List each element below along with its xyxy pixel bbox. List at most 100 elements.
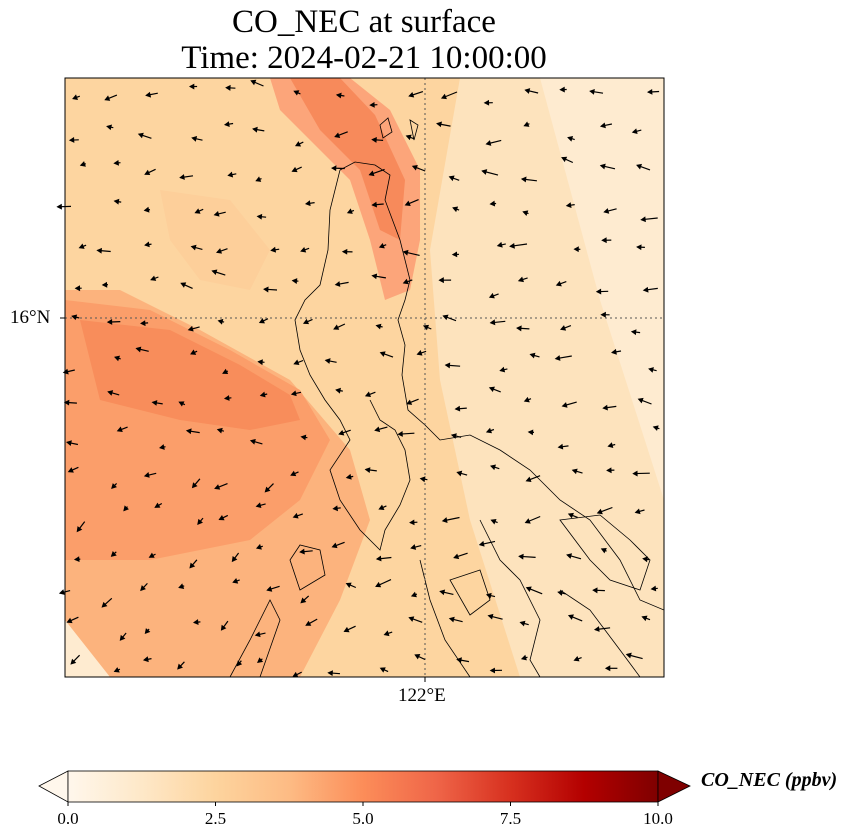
wind-arrowhead — [636, 244, 642, 251]
wind-arrowhead — [346, 208, 353, 214]
wind-arrowhead — [516, 325, 522, 332]
wind-arrowhead — [571, 468, 578, 475]
wind-arrowhead — [414, 654, 421, 660]
wind-arrowhead — [76, 526, 83, 533]
wind-arrowhead — [74, 285, 81, 292]
wind-arrowhead — [456, 657, 462, 664]
wind-arrowhead — [416, 350, 423, 356]
wind-arrowhead — [292, 671, 299, 678]
wind-arrowhead — [375, 555, 382, 562]
wind-arrowhead — [641, 615, 648, 622]
wind-arrowhead — [158, 444, 165, 450]
wind-arrowhead — [223, 395, 230, 401]
wind-arrowhead — [145, 91, 152, 98]
wind-arrowhead — [555, 280, 562, 287]
wind-arrowhead — [334, 281, 341, 287]
wind-arrowhead — [375, 581, 382, 588]
wind-arrowhead — [438, 277, 444, 284]
wind-arrowhead — [454, 405, 461, 412]
wind-arrowhead — [113, 198, 120, 205]
wind-arrowhead — [485, 140, 492, 146]
wind-arrowhead — [368, 170, 375, 177]
wind-arrowhead — [496, 241, 503, 248]
wind-arrowhead — [567, 136, 574, 142]
wind-arrowhead — [456, 470, 463, 477]
colorbar-tick-label: 7.5 — [499, 809, 522, 828]
wind-arrowhead — [185, 428, 192, 435]
wind-arrowhead — [197, 518, 203, 525]
wind-arrowhead — [256, 213, 263, 220]
wind-arrowhead — [119, 634, 126, 641]
wind-arrowhead — [601, 237, 607, 244]
colorbar-extend-max — [657, 770, 691, 803]
wind-arrowhead — [440, 93, 447, 100]
wind-arrowhead — [453, 553, 460, 560]
wind-arrowhead — [290, 390, 297, 397]
title-line-1: CO_NEC at surface — [232, 4, 496, 40]
wind-arrowhead — [600, 311, 606, 318]
wind-arrowhead — [565, 202, 572, 209]
wind-arrowhead — [232, 578, 239, 584]
wind-arrowhead — [191, 482, 198, 489]
wind-arrowhead — [148, 552, 155, 558]
wind-arrowhead — [371, 137, 377, 143]
wind-arrowhead — [379, 667, 386, 673]
wind-arrowhead — [640, 216, 646, 223]
wind-arrowhead — [143, 472, 150, 478]
wind-arrowhead — [140, 320, 146, 327]
wind-arrowhead — [258, 318, 265, 324]
wind-arrowhead — [631, 128, 638, 135]
wind-arrowhead — [383, 630, 390, 637]
wind-arrowhead — [113, 667, 120, 673]
wind-arrowhead — [636, 163, 643, 170]
wind-arrowhead — [345, 582, 352, 588]
wind-arrowhead — [600, 548, 607, 554]
wind-arrowhead — [330, 165, 337, 172]
wind-arrowhead — [250, 79, 257, 86]
wind-arrowhead — [566, 553, 573, 559]
wind-arrowhead — [559, 86, 565, 93]
wind-arrowhead — [489, 200, 496, 207]
wind-arrowhead — [291, 166, 298, 173]
wind-arrowhead — [524, 88, 531, 94]
wind-arrowhead — [187, 325, 194, 332]
wind-arrowhead — [509, 242, 515, 249]
wind-arrowhead — [144, 241, 150, 248]
wind-arrowhead — [517, 276, 524, 283]
wind-arrowhead — [602, 404, 608, 411]
wind-arrowhead — [107, 390, 114, 396]
map-panel — [56, 77, 665, 682]
wind-arrowhead — [300, 246, 307, 253]
wind-arrowhead — [65, 440, 72, 447]
wind-arrowhead — [143, 206, 150, 213]
wind-arrowhead — [410, 591, 417, 598]
wind-arrowhead — [397, 431, 403, 437]
wind-arrowhead — [518, 553, 524, 560]
wind-arrowhead — [191, 135, 198, 142]
wind-arrowhead — [236, 660, 243, 667]
wind-arrowhead — [293, 90, 300, 96]
wind-arrowhead — [151, 400, 158, 406]
colorbar-tick-label: 2.5 — [204, 809, 227, 828]
wind-arrowhead — [252, 126, 258, 133]
wind-arrowhead — [606, 467, 612, 474]
wind-arrowhead — [135, 346, 142, 353]
wind-arrowhead — [637, 397, 644, 404]
wind-arrowhead — [334, 132, 341, 138]
colorbar-label: CO_NEC (ppbv) — [701, 769, 838, 791]
wind-arrowhead — [632, 470, 638, 477]
latitude-tick-label: 16°N — [10, 307, 51, 328]
wind-arrowhead — [603, 208, 610, 214]
wind-arrowhead — [371, 201, 378, 208]
wind-arrowhead — [422, 324, 430, 331]
wind-arrowhead — [300, 597, 307, 604]
wind-arrowhead — [96, 247, 102, 254]
wind-arrowhead — [436, 121, 443, 128]
wind-arrowhead — [190, 244, 197, 251]
colorbar-tick-label: 10.0 — [643, 809, 673, 828]
wind-arrowhead — [485, 427, 493, 434]
wind-arrowhead — [223, 121, 230, 128]
wind-arrowhead — [375, 323, 382, 330]
wind-arrowhead — [304, 200, 311, 207]
wind-arrowhead — [111, 483, 117, 490]
